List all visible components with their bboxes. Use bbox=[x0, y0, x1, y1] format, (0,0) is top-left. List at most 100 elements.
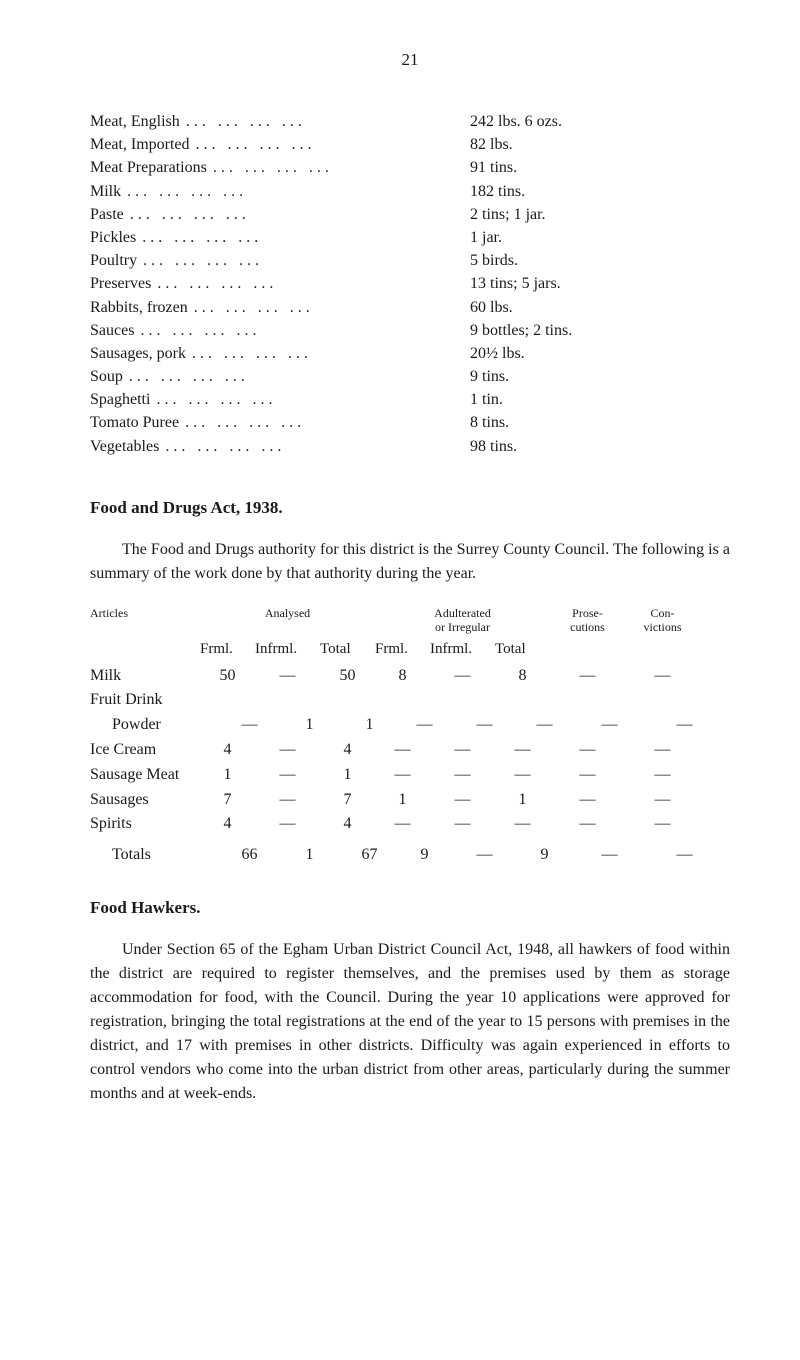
cell: — bbox=[625, 763, 700, 788]
cell: 67 bbox=[342, 843, 397, 868]
food-label: Poultry bbox=[90, 249, 137, 272]
cell: 1 bbox=[277, 713, 342, 738]
food-label: Soup bbox=[90, 365, 123, 388]
food-row: Preserves ... ... ... ... 13 tins; 5 jar… bbox=[90, 272, 730, 295]
col-prosecutions: Prose- cutions bbox=[550, 606, 625, 635]
cell-article: Sausage Meat bbox=[90, 763, 200, 788]
cell: — bbox=[495, 738, 550, 763]
food-qty: 82 lbs. bbox=[470, 133, 730, 156]
food-label: Preserves bbox=[90, 272, 151, 295]
cell: 66 bbox=[222, 843, 277, 868]
cell: 8 bbox=[375, 664, 430, 689]
cell: — bbox=[625, 738, 700, 763]
cell: — bbox=[375, 738, 430, 763]
leader-dots: ... ... ... ... bbox=[121, 180, 470, 203]
cell: — bbox=[430, 763, 495, 788]
cell-article: Spirits bbox=[90, 812, 200, 837]
cell-article: Fruit Drink bbox=[90, 688, 200, 713]
table-header-row-1: Articles Analysed Adulterated or Irregul… bbox=[90, 606, 730, 635]
subcol-frml: Frml. bbox=[375, 641, 430, 658]
col-articles: Articles bbox=[90, 606, 200, 635]
cell: 4 bbox=[320, 738, 375, 763]
table-row: Spirits 4 — 4 — — — — — bbox=[90, 812, 730, 837]
food-row: Vegetables ... ... ... ... 98 tins. bbox=[90, 435, 730, 458]
food-label: Sausages, pork bbox=[90, 342, 186, 365]
cell: 9 bbox=[397, 843, 452, 868]
food-qty: 242 lbs. 6 ozs. bbox=[470, 110, 730, 133]
cell-article: Sausages bbox=[90, 788, 200, 813]
food-qty: 98 tins. bbox=[470, 435, 730, 458]
food-label: Rabbits, frozen bbox=[90, 296, 188, 319]
cell: — bbox=[375, 812, 430, 837]
cell: — bbox=[430, 738, 495, 763]
cell: 50 bbox=[320, 664, 375, 689]
analysis-table: Articles Analysed Adulterated or Irregul… bbox=[90, 606, 730, 868]
cell: 50 bbox=[200, 664, 255, 689]
food-label: Meat, Imported bbox=[90, 133, 190, 156]
food-label: Meat Preparations bbox=[90, 156, 207, 179]
cell: 1 bbox=[277, 843, 342, 868]
food-row: Paste ... ... ... ... 2 tins; 1 jar. bbox=[90, 203, 730, 226]
food-row: Soup ... ... ... ... 9 tins. bbox=[90, 365, 730, 388]
table-row: Sausage Meat 1 — 1 — — — — — bbox=[90, 763, 730, 788]
food-row: Rabbits, frozen ... ... ... ... 60 lbs. bbox=[90, 296, 730, 319]
cell: — bbox=[647, 713, 722, 738]
leader-dots: ... ... ... ... bbox=[123, 365, 470, 388]
cell-article: Milk bbox=[90, 664, 200, 689]
col-analysed: Analysed bbox=[200, 606, 375, 635]
food-qty: 182 tins. bbox=[470, 180, 730, 203]
cell: 1 bbox=[320, 763, 375, 788]
cell: 9 bbox=[517, 843, 572, 868]
subcol-infrml: Infrml. bbox=[255, 641, 320, 658]
food-label: Meat, English bbox=[90, 110, 180, 133]
cell: 1 bbox=[342, 713, 397, 738]
leader-dots: ... ... ... ... bbox=[207, 156, 470, 179]
cell: 1 bbox=[200, 763, 255, 788]
food-row: Pickles ... ... ... ... 1 jar. bbox=[90, 226, 730, 249]
food-qty: 20½ lbs. bbox=[470, 342, 730, 365]
cell: — bbox=[550, 664, 625, 689]
cell: — bbox=[255, 738, 320, 763]
table-row: Ice Cream 4 — 4 — — — — — bbox=[90, 738, 730, 763]
food-qty: 5 birds. bbox=[470, 249, 730, 272]
cell: — bbox=[550, 812, 625, 837]
leader-dots: ... ... ... ... bbox=[179, 411, 470, 434]
cell: 7 bbox=[320, 788, 375, 813]
food-label: Paste bbox=[90, 203, 124, 226]
cell: 1 bbox=[495, 788, 550, 813]
leader-dots: ... ... ... ... bbox=[137, 249, 470, 272]
food-label: Spaghetti bbox=[90, 388, 150, 411]
food-qty: 91 tins. bbox=[470, 156, 730, 179]
page: 21 Meat, English ... ... ... ... 242 lbs… bbox=[0, 0, 800, 1162]
table-row: Sausages 7 — 7 1 — 1 — — bbox=[90, 788, 730, 813]
food-qty: 2 tins; 1 jar. bbox=[470, 203, 730, 226]
food-row: Sausages, pork ... ... ... ... 20½ lbs. bbox=[90, 342, 730, 365]
food-label: Pickles bbox=[90, 226, 136, 249]
cell-article: Powder bbox=[90, 713, 222, 738]
table-totals-row: Totals 66 1 67 9 — 9 — — bbox=[90, 843, 730, 868]
cell: — bbox=[550, 738, 625, 763]
cell: — bbox=[397, 713, 452, 738]
food-row: Tomato Puree ... ... ... ... 8 tins. bbox=[90, 411, 730, 434]
cell: — bbox=[430, 788, 495, 813]
cell: — bbox=[255, 788, 320, 813]
food-label: Tomato Puree bbox=[90, 411, 179, 434]
cell: — bbox=[430, 812, 495, 837]
cell: 8 bbox=[495, 664, 550, 689]
cell: — bbox=[495, 812, 550, 837]
leader-dots: ... ... ... ... bbox=[134, 319, 470, 342]
table-row: Fruit Drink bbox=[90, 688, 730, 713]
cell: — bbox=[452, 713, 517, 738]
food-row: Meat Preparations ... ... ... ... 91 tin… bbox=[90, 156, 730, 179]
leader-dots: ... ... ... ... bbox=[190, 133, 470, 156]
section-title-hawkers: Food Hawkers. bbox=[90, 898, 730, 918]
cell: 1 bbox=[375, 788, 430, 813]
cell: — bbox=[625, 788, 700, 813]
food-row: Meat, English ... ... ... ... 242 lbs. 6… bbox=[90, 110, 730, 133]
leader-dots: ... ... ... ... bbox=[124, 203, 470, 226]
subcol-infrml: Infrml. bbox=[430, 641, 495, 658]
cell: 4 bbox=[200, 738, 255, 763]
cell: 4 bbox=[200, 812, 255, 837]
food-row: Poultry ... ... ... ... 5 birds. bbox=[90, 249, 730, 272]
leader-dots: ... ... ... ... bbox=[150, 388, 470, 411]
